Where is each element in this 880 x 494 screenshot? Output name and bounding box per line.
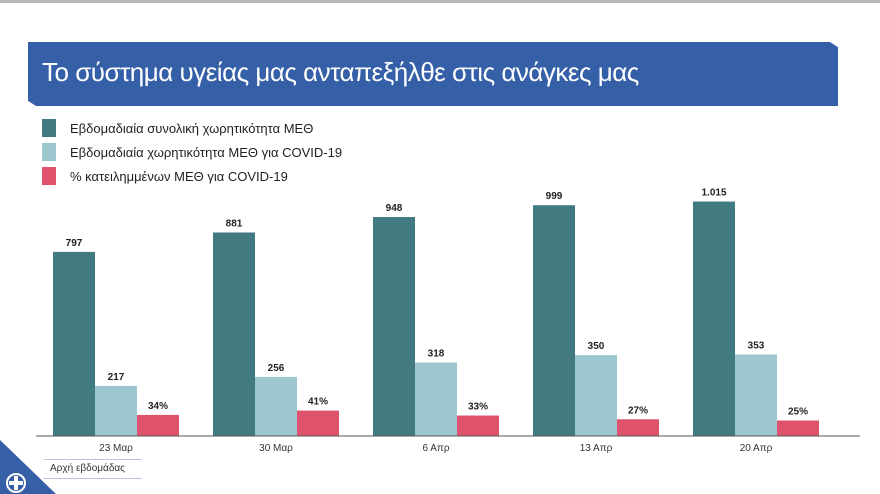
data-label: 33% [468,402,488,413]
legend-label: % κατειλημμένων ΜΕΘ για COVID-19 [70,168,288,184]
bar [777,420,819,436]
legend-label: Εβδομαδιαία συνολική χωρητικότητα ΜΕΘ [70,120,314,136]
data-label: 41% [308,397,328,408]
data-label: 318 [428,349,445,360]
bar [575,355,617,436]
bar [415,362,457,436]
data-label: 350 [588,341,605,352]
legend-item-total: Εβδομαδιαία συνολική χωρητικότητα ΜΕΘ [42,116,342,140]
bar [735,354,777,436]
legend-swatch [42,119,56,137]
bar [693,201,735,436]
bar [297,410,339,436]
data-label: 27% [628,405,648,416]
data-label: 353 [748,340,765,351]
legend-item-percent: % κατειλημμένων ΜΕΘ για COVID-19 [42,164,342,188]
x-tick-label: 23 Μαρ [99,443,133,454]
bar [373,217,415,436]
data-label: 34% [148,401,168,412]
bar [213,232,255,436]
bar [533,205,575,436]
x-tick-label: 20 Απρ [740,443,773,454]
legend: Εβδομαδιαία συνολική χωρητικότητα ΜΕΘ Εβ… [42,116,342,188]
bar [137,414,179,436]
data-label: 217 [108,372,125,383]
data-label: 25% [788,407,808,418]
top-border [0,0,880,3]
bar [255,376,297,436]
x-tick-label: 30 Μαρ [259,443,293,454]
data-label: 948 [386,203,403,214]
data-label: 999 [546,191,563,202]
x-axis-label: Αρχή εβδομάδας [44,459,142,479]
legend-swatch [42,143,56,161]
x-tick-label: 13 Απρ [580,443,613,454]
bar [457,415,499,436]
page-title: Το σύστημα υγείας μας ανταπεξήλθε στις α… [42,57,639,87]
legend-label: Εβδομαδιαία χωρητικότητα ΜΕΘ για COVID-1… [70,144,343,160]
data-label: 256 [268,363,285,374]
bar [95,385,137,436]
x-tick-label: 6 Απρ [422,443,449,454]
title-banner: Το σύστημα υγείας μας ανταπεξήλθε στις α… [28,42,838,106]
data-label: 1.015 [701,188,726,199]
bar [53,251,95,436]
legend-item-covid: Εβδομαδιαία χωρητικότητα ΜΕΘ για COVID-1… [42,140,342,164]
greek-emblem-icon [6,473,26,493]
data-label: 797 [66,238,83,249]
legend-swatch [42,167,56,185]
data-label: 881 [226,218,243,229]
bar [617,419,659,436]
